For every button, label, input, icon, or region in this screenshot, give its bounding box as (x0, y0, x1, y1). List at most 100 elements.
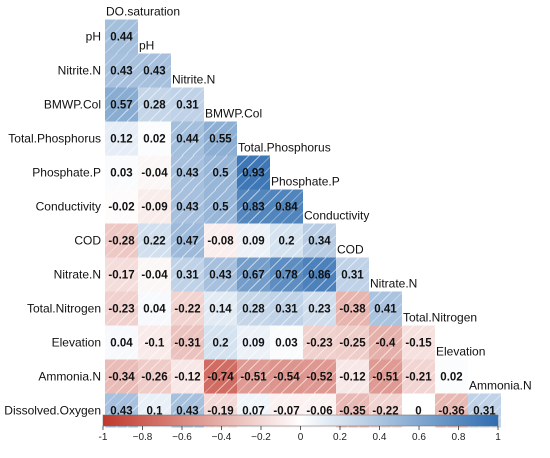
heatmap-cell (336, 257, 369, 292)
heatmap-cell (138, 189, 171, 224)
cell-hatch (412, 359, 448, 394)
cell-hatch (390, 359, 426, 394)
cell-hatch (313, 291, 349, 326)
cell-hatch (379, 325, 415, 360)
row-label: Total.Nitrogen (27, 302, 101, 316)
cell-value: -0.06 (306, 406, 332, 418)
cell-hatch (159, 155, 195, 190)
cell-hatch (258, 291, 294, 326)
cell-hatch (105, 189, 118, 224)
heatmap-cell (204, 223, 237, 258)
heatmap-cell (105, 257, 138, 292)
cell-hatch (105, 155, 129, 190)
cell-hatch (401, 359, 437, 394)
cell-value: 0.43 (176, 202, 198, 214)
cell-hatch (105, 223, 118, 258)
row-label: Dissolved.Oxygen (4, 404, 101, 418)
cell-hatch (346, 359, 382, 394)
cell-hatch (247, 223, 283, 258)
cell-value: -0.25 (339, 338, 366, 350)
heatmap-cell (336, 325, 369, 360)
cell-hatch (390, 325, 426, 360)
heatmap-cell (105, 121, 138, 156)
cell-hatch (357, 359, 393, 394)
column-label: Elevation (436, 345, 485, 359)
cell-value: 0.23 (308, 304, 330, 316)
cell-value: -0.02 (108, 202, 134, 214)
heatmap-cell (138, 257, 171, 292)
cell-hatch (357, 325, 393, 360)
cell-hatch (159, 291, 195, 326)
cell-hatch (269, 291, 305, 326)
cell-hatch (105, 53, 129, 88)
heatmap-cell (105, 325, 138, 360)
cell-hatch (126, 155, 162, 190)
column-label: COD (337, 243, 364, 257)
cell-value: 0.28 (143, 100, 166, 112)
cell-hatch (258, 257, 294, 292)
cell-value: 0.02 (143, 134, 165, 146)
heatmap-cell (336, 359, 369, 394)
heatmap-cell (270, 223, 303, 258)
cell-hatch (148, 189, 184, 224)
cell-value: -0.08 (207, 236, 234, 248)
cell-hatch (203, 291, 239, 326)
cell-value: 0.55 (209, 134, 232, 146)
heatmap-cell (138, 291, 171, 326)
cell-hatch (324, 359, 360, 394)
heatmap-cell (138, 87, 171, 122)
cell-hatch (214, 257, 250, 292)
cell-hatch (159, 257, 195, 292)
cell-hatch (324, 291, 360, 326)
cell-hatch (214, 359, 250, 394)
colorbar-tick-label: −0.4 (212, 432, 232, 443)
cell-hatch (181, 257, 217, 292)
cell-value: 0.43 (176, 406, 198, 418)
row-labels: pH Nitrite.N BMWP.Col Total.Phosphorus Phosp… (4, 30, 101, 418)
cell-hatch (159, 189, 195, 224)
heatmap-cell (138, 359, 171, 394)
column-labels: DO.saturation pH Nitrite.N BMWP.Col Total.Ph… (106, 5, 532, 393)
cell-value: 0.2 (213, 338, 229, 350)
cell-hatch (203, 359, 239, 394)
cell-hatch (148, 155, 184, 190)
cell-hatch (313, 359, 349, 394)
cell-value: -0.52 (306, 372, 332, 384)
cell-hatch (170, 189, 206, 224)
cell-hatch (181, 359, 217, 394)
cell-hatch (291, 257, 327, 292)
cell-hatch (247, 325, 283, 360)
heatmap-cell (369, 359, 402, 394)
cell-hatch (105, 393, 118, 428)
cell-hatch (291, 359, 327, 394)
row-label: COD (74, 234, 101, 248)
cell-hatch (137, 257, 173, 292)
cell-value: 0 (415, 406, 421, 418)
cell-hatch (159, 291, 195, 326)
row-label: Nitrate.N (54, 268, 101, 282)
cell-value: 0.31 (176, 270, 199, 282)
cell-value: 0.03 (275, 338, 297, 350)
cell-value: 0.43 (110, 406, 132, 418)
cell-value: 0.43 (209, 270, 231, 282)
cell-hatch (203, 155, 239, 190)
colorbar: -1 −0.8 −0.6 −0.4 −0.2 0 0.2 0.4 0.6 0.8 1 (99, 414, 501, 443)
cell-hatch (148, 189, 184, 224)
cell-hatch (225, 223, 261, 258)
cell-hatch (181, 189, 217, 224)
cell-hatch (368, 359, 404, 394)
cell-hatch (258, 325, 294, 360)
cell-hatch (291, 291, 327, 326)
cell-hatch (105, 257, 129, 292)
heatmap-cell (171, 223, 204, 258)
cell-hatch (225, 325, 261, 360)
cell-hatch (423, 359, 459, 394)
row-label: BMWP.Col (44, 98, 101, 112)
cell-value: 0.31 (473, 406, 496, 418)
cell-hatch (148, 223, 184, 258)
cell-value: 0.14 (209, 304, 232, 316)
row-label: Total.Phosphorus (8, 132, 101, 146)
cell-value: 0.5 (213, 202, 230, 214)
cell-hatch (236, 291, 272, 326)
cell-hatch (105, 155, 118, 190)
